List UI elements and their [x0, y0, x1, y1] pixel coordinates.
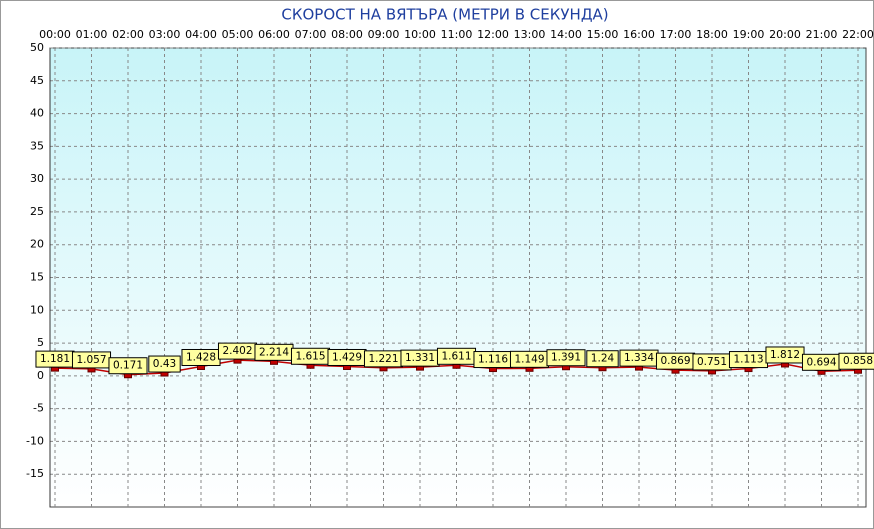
- x-tick-label: 20:00: [769, 28, 801, 41]
- x-tick-label: 17:00: [660, 28, 692, 41]
- value-label: 1.221: [368, 353, 398, 365]
- value-label: 0.694: [806, 356, 836, 368]
- x-tick-label: 05:00: [222, 28, 254, 41]
- chart-title: СКОРОСТ НА ВЯТЪРА (МЕТРИ В СЕКУНДА): [281, 6, 608, 24]
- x-tick-label: 18:00: [696, 28, 728, 41]
- value-label: 1.429: [332, 351, 362, 363]
- value-label: 0.171: [113, 360, 143, 372]
- value-label: 1.057: [76, 354, 106, 366]
- y-tick-label: 50: [30, 41, 44, 54]
- x-tick-label: 06:00: [258, 28, 290, 41]
- y-tick-label: 0: [37, 369, 44, 382]
- y-tick-label: -15: [26, 467, 44, 480]
- x-tick-label: 01:00: [76, 28, 108, 41]
- x-tick-label: 16:00: [623, 28, 655, 41]
- x-tick-label: 13:00: [514, 28, 546, 41]
- value-label: 2.402: [222, 345, 252, 357]
- x-tick-label: 00:00: [39, 28, 71, 41]
- y-tick-label: 15: [30, 271, 44, 284]
- value-label-box: [546, 349, 586, 367]
- y-tick-label: 5: [37, 336, 44, 349]
- x-tick-label: 19:00: [733, 28, 765, 41]
- value-label-box: [148, 355, 181, 373]
- y-tick-label: 30: [30, 172, 44, 185]
- y-tick-label: -10: [26, 434, 44, 447]
- value-label: 1.331: [405, 352, 435, 364]
- value-label: 0.858: [843, 355, 873, 367]
- x-tick-label: 03:00: [149, 28, 181, 41]
- value-label: 1.149: [514, 353, 544, 365]
- value-label: 1.391: [551, 352, 581, 364]
- y-tick-label: 20: [30, 238, 44, 251]
- value-label: 1.812: [770, 349, 800, 361]
- y-tick-label: 35: [30, 139, 44, 152]
- value-label: 1.615: [295, 350, 325, 362]
- x-tick-label: 07:00: [295, 28, 327, 41]
- value-label: 1.428: [186, 351, 216, 363]
- value-label: 1.24: [591, 353, 615, 365]
- y-tick-label: 25: [30, 205, 44, 218]
- x-tick-label: 09:00: [368, 28, 400, 41]
- value-label: 2.214: [259, 346, 289, 358]
- value-label: 1.181: [40, 353, 70, 365]
- x-tick-label: 21:00: [806, 28, 838, 41]
- value-label: 0.751: [697, 356, 727, 368]
- value-label: 1.611: [441, 350, 471, 362]
- x-tick-label: 02:00: [112, 28, 144, 41]
- x-tick-label: 08:00: [331, 28, 363, 41]
- value-label: 0.43: [153, 358, 176, 370]
- value-label: 1.334: [624, 352, 654, 364]
- x-tick-label: 12:00: [477, 28, 509, 41]
- value-label: 1.116: [478, 354, 508, 366]
- y-tick-label: 45: [30, 74, 44, 87]
- value-label: 1.113: [733, 354, 763, 366]
- x-tick-label: 10:00: [404, 28, 436, 41]
- x-tick-label: 04:00: [185, 28, 217, 41]
- x-tick-label: 15:00: [587, 28, 619, 41]
- x-tick-label: 11:00: [441, 28, 473, 41]
- x-tick-label: 22:00: [842, 28, 874, 41]
- value-label-box: [108, 357, 148, 375]
- x-tick-label: 14:00: [550, 28, 582, 41]
- value-label-box: [586, 350, 619, 368]
- value-label-box: [838, 352, 874, 370]
- y-tick-label: 10: [30, 303, 44, 316]
- y-tick-label: 40: [30, 107, 44, 120]
- value-label: 0.869: [660, 355, 690, 367]
- y-tick-label: -5: [33, 402, 44, 415]
